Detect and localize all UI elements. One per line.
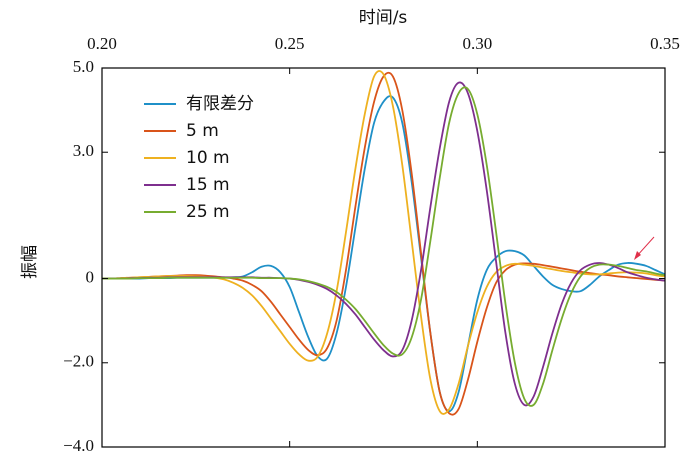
annotation-arrow	[634, 236, 655, 260]
y-axis-title: 振幅	[20, 245, 40, 279]
legend-label: 有限差分	[186, 94, 254, 114]
legend-label: 25 m	[186, 202, 230, 222]
y-tick-label: 0	[86, 267, 95, 286]
y-tick-label: 3.0	[73, 141, 94, 160]
x-axis-title: 时间/s	[359, 8, 408, 28]
series-line	[102, 86, 665, 407]
x-tick-label: 0.35	[650, 34, 680, 53]
x-tick-label: 0.20	[87, 34, 117, 53]
y-tick-label: −2.0	[63, 352, 94, 371]
series-line	[102, 95, 665, 413]
legend-label: 10 m	[186, 148, 230, 168]
legend: 有限差分 5 m 10 m 15 m 25 m	[144, 94, 254, 222]
y-tick-label: −4.0	[63, 436, 94, 455]
y-tick-label: 5.0	[73, 57, 94, 76]
x-tick-label: 0.25	[275, 34, 305, 53]
legend-label: 15 m	[186, 175, 230, 195]
plot-frame	[101, 67, 666, 448]
arrow-head	[634, 251, 641, 260]
legend-label: 5 m	[186, 121, 219, 141]
x-tick-label: 0.30	[462, 34, 492, 53]
series-line	[102, 71, 665, 416]
